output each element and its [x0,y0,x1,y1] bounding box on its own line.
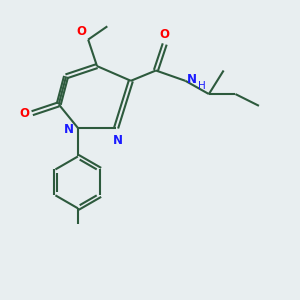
Text: O: O [77,25,87,38]
Text: O: O [160,28,170,41]
Text: O: O [20,107,30,120]
Text: N: N [112,134,123,147]
Text: H: H [198,81,206,91]
Text: N: N [64,123,74,136]
Text: N: N [187,73,197,86]
